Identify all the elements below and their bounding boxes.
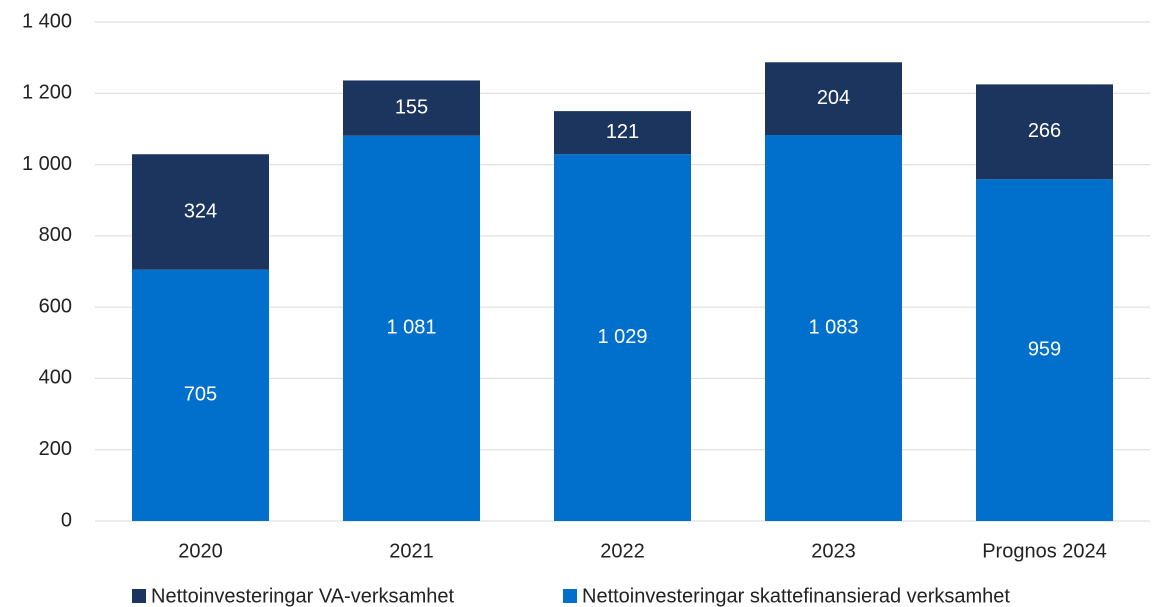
bar-segment xyxy=(132,154,269,270)
legend-swatch xyxy=(563,589,577,603)
y-tick-label: 400 xyxy=(39,367,72,389)
y-tick-label: 1 200 xyxy=(22,82,72,104)
bar-segment xyxy=(765,134,902,521)
legend-label: Nettoinvesteringar VA-verksamhet xyxy=(151,585,455,607)
bar-segment xyxy=(132,269,269,521)
value-label: 266 xyxy=(1028,120,1061,142)
value-label: 121 xyxy=(606,121,639,143)
y-tick-label: 1 400 xyxy=(22,10,72,32)
x-tick-label: 2021 xyxy=(389,540,434,562)
y-tick-label: 800 xyxy=(39,224,72,246)
bar-segment xyxy=(343,80,480,136)
y-tick-label: 0 xyxy=(61,509,72,531)
value-label: 155 xyxy=(395,96,428,118)
value-label: 204 xyxy=(817,87,850,109)
bar-segment xyxy=(554,154,691,522)
value-label: 324 xyxy=(184,200,217,222)
value-label: 1 081 xyxy=(386,317,436,339)
bar-segment xyxy=(976,179,1113,521)
legend-label: Nettoinvesteringar skattefinansierad ver… xyxy=(582,585,1010,607)
x-tick-label: 2023 xyxy=(811,540,856,562)
y-tick-label: 200 xyxy=(39,438,72,460)
value-label: 705 xyxy=(184,384,217,406)
x-tick-label: Prognos 2024 xyxy=(982,540,1107,562)
bar-segment xyxy=(343,135,480,521)
bar-segment xyxy=(765,62,902,135)
value-label: 1 083 xyxy=(808,316,858,338)
value-label: 1 029 xyxy=(597,326,647,348)
y-tick-label: 1 000 xyxy=(22,153,72,175)
x-tick-label: 2022 xyxy=(600,540,645,562)
legend-swatch xyxy=(132,589,146,603)
value-label: 959 xyxy=(1028,338,1061,360)
y-tick-label: 600 xyxy=(39,295,72,317)
bar-segment xyxy=(554,111,691,155)
x-tick-label: 2020 xyxy=(178,540,223,562)
bar-segment xyxy=(976,84,1113,180)
